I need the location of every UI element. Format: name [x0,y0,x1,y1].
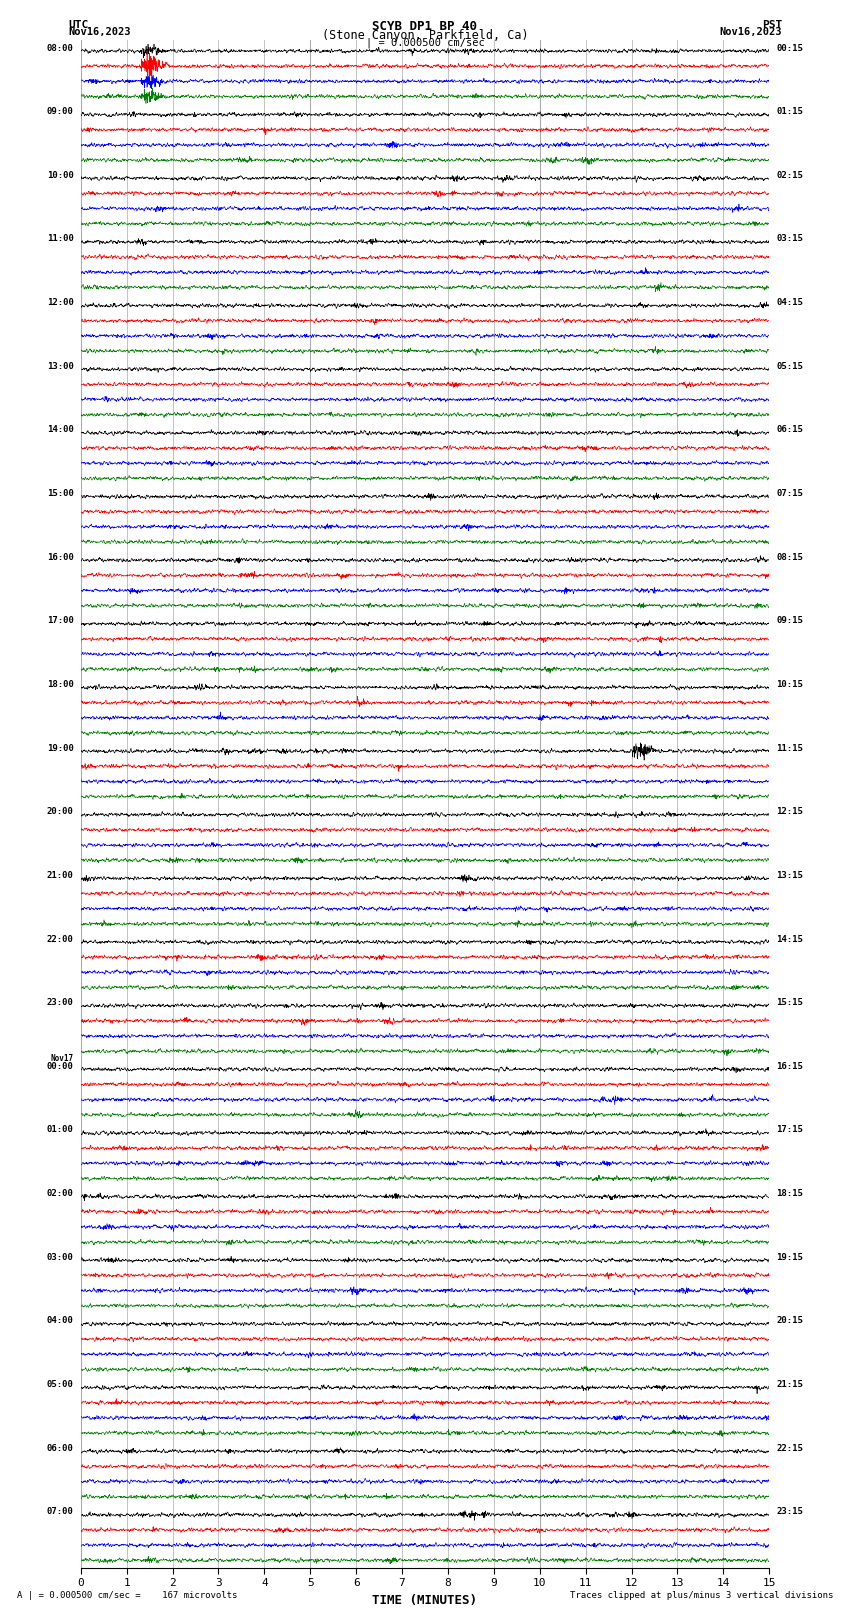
Text: Traces clipped at plus/minus 3 vertical divisions: Traces clipped at plus/minus 3 vertical … [570,1590,833,1600]
Text: 03:15: 03:15 [776,234,803,244]
Text: 23:00: 23:00 [47,998,74,1007]
Text: 07:00: 07:00 [47,1508,74,1516]
Text: 05:00: 05:00 [47,1381,74,1389]
Text: 08:15: 08:15 [776,553,803,561]
Text: 00:15: 00:15 [776,44,803,53]
Text: 00:00: 00:00 [47,1061,74,1071]
Text: 13:15: 13:15 [776,871,803,881]
Text: 04:15: 04:15 [776,298,803,306]
Text: 09:00: 09:00 [47,106,74,116]
Text: 22:00: 22:00 [47,934,74,944]
Text: 03:00: 03:00 [47,1253,74,1261]
Text: 16:00: 16:00 [47,553,74,561]
Text: 13:00: 13:00 [47,361,74,371]
Text: 02:00: 02:00 [47,1189,74,1198]
Text: (Stone Canyon, Parkfield, Ca): (Stone Canyon, Parkfield, Ca) [321,29,529,42]
Text: 17:15: 17:15 [776,1126,803,1134]
Text: 14:15: 14:15 [776,934,803,944]
Text: 11:15: 11:15 [776,744,803,753]
Text: UTC: UTC [68,19,88,31]
Text: 20:15: 20:15 [776,1316,803,1326]
Text: 04:00: 04:00 [47,1316,74,1326]
Text: 21:15: 21:15 [776,1381,803,1389]
X-axis label: TIME (MINUTES): TIME (MINUTES) [372,1594,478,1607]
Text: Nov17: Nov17 [51,1055,74,1063]
Text: 10:15: 10:15 [776,681,803,689]
Text: 08:00: 08:00 [47,44,74,53]
Text: 18:15: 18:15 [776,1189,803,1198]
Text: 12:00: 12:00 [47,298,74,306]
Text: 18:00: 18:00 [47,681,74,689]
Text: 01:15: 01:15 [776,106,803,116]
Text: SCYB DP1 BP 40: SCYB DP1 BP 40 [372,19,478,34]
Text: 05:15: 05:15 [776,361,803,371]
Text: | = 0.000500 cm/sec: | = 0.000500 cm/sec [366,37,484,48]
Text: 19:00: 19:00 [47,744,74,753]
Text: 11:00: 11:00 [47,234,74,244]
Text: 12:15: 12:15 [776,806,803,816]
Text: PST: PST [762,19,782,31]
Text: 09:15: 09:15 [776,616,803,626]
Text: A | = 0.000500 cm/sec =    167 microvolts: A | = 0.000500 cm/sec = 167 microvolts [17,1590,237,1600]
Text: 20:00: 20:00 [47,806,74,816]
Text: 23:15: 23:15 [776,1508,803,1516]
Text: 16:15: 16:15 [776,1061,803,1071]
Text: 15:15: 15:15 [776,998,803,1007]
Text: 14:00: 14:00 [47,426,74,434]
Text: 01:00: 01:00 [47,1126,74,1134]
Text: 22:15: 22:15 [776,1444,803,1453]
Text: 07:15: 07:15 [776,489,803,498]
Text: 06:15: 06:15 [776,426,803,434]
Text: 10:00: 10:00 [47,171,74,179]
Text: Nov16,2023: Nov16,2023 [68,27,131,37]
Text: 19:15: 19:15 [776,1253,803,1261]
Text: 21:00: 21:00 [47,871,74,881]
Text: 06:00: 06:00 [47,1444,74,1453]
Text: 02:15: 02:15 [776,171,803,179]
Text: 15:00: 15:00 [47,489,74,498]
Text: 17:00: 17:00 [47,616,74,626]
Text: Nov16,2023: Nov16,2023 [719,27,782,37]
